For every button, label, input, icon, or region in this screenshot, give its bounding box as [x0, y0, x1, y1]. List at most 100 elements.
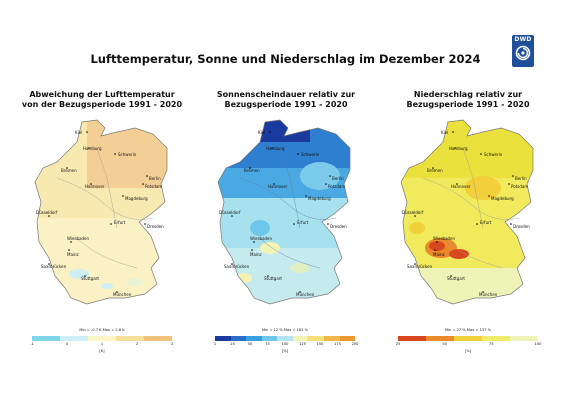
panel-title-line: Bezugsperiode 1991 - 2020	[406, 100, 530, 109]
panel-title-temperature: Abweichung der Lufttemperatur von der Be…	[12, 90, 192, 110]
city-label: Schwerin	[301, 152, 320, 157]
city-label: Hamburg	[266, 146, 285, 151]
legend-tick-label: 1	[100, 342, 104, 346]
city-label: Berlin	[332, 176, 344, 181]
legend-color-swatch	[323, 336, 340, 341]
legend-color-swatch	[426, 336, 454, 341]
city-label: Kiel	[258, 130, 265, 135]
city-label: Dresden	[513, 224, 530, 229]
legend-color-swatch	[482, 336, 510, 341]
legend-ticks: -1 0 1 2 3	[30, 342, 174, 348]
legend-ticks: 1 25 50 75 100 125 150 175 200	[213, 342, 359, 348]
swirl-icon	[515, 45, 531, 61]
legend-color-swatch	[277, 336, 293, 341]
legend-color-swatch	[339, 336, 356, 341]
legend-color-swatch	[88, 336, 116, 341]
legend-color-swatch	[215, 336, 231, 341]
panel-title-sunshine: Sonnenscheindauer relativ zur Bezugsperi…	[196, 90, 376, 110]
city-label: Bremen	[244, 168, 260, 173]
legend-tick-label: 3	[170, 342, 174, 346]
city-label: Potsdam	[328, 184, 345, 189]
page-title: Lufttemperatur, Sonne und Niederschlag i…	[90, 52, 481, 66]
legend-tick-label: 50	[442, 342, 447, 346]
city-label: Kiel	[75, 130, 82, 135]
city-label: Bremen	[61, 168, 77, 173]
legend-tick-label: -1	[30, 342, 34, 346]
city-label: Wiesbaden	[250, 236, 273, 241]
legend-unit: [%]	[464, 349, 472, 353]
city-label: Stuttgart	[81, 276, 99, 281]
legend-color-swatch	[230, 336, 247, 341]
city-label: Hamburg	[83, 146, 102, 151]
legend-color-swatch	[454, 336, 482, 341]
city-label: Hannover	[268, 184, 288, 189]
legend-tick-label: 50	[247, 342, 253, 346]
city-label: Berlin	[149, 176, 161, 181]
legend-ticks: 25 50 75 100	[395, 342, 542, 348]
legend-color-swatch	[510, 336, 538, 341]
city-label: Schwerin	[118, 152, 137, 157]
panel-title-line: von der Bezugsperiode 1991 - 2020	[21, 100, 183, 109]
city-label: Düsseldorf	[36, 210, 58, 215]
city-label: München	[296, 292, 315, 297]
legend-color-swatch	[308, 336, 324, 341]
legend-colorbar	[215, 336, 356, 341]
city-label: Kiel	[441, 130, 448, 135]
city-label: Düsseldorf	[219, 210, 241, 215]
city-label: Erfurt	[480, 220, 492, 225]
legend-tick-label: 100	[534, 342, 542, 346]
legend-minmax: Min = 27 % Max = 137 %	[444, 328, 492, 332]
city-label: Erfurt	[114, 220, 126, 225]
panel-title-line: Bezugsperiode 1991 - 2020	[224, 100, 348, 109]
city-label: Hannover	[451, 184, 471, 189]
city-label: München	[479, 292, 498, 297]
legend-tick-label: 100	[281, 342, 289, 346]
city-label: Düsseldorf	[402, 210, 424, 215]
panel-title-line: Abweichung der Lufttemperatur	[29, 90, 175, 99]
panel-title-line: Niederschlag relativ zur	[413, 90, 523, 99]
legend-tick-label: 75	[265, 342, 270, 346]
legend-colorbar	[32, 336, 172, 341]
legend-tick-label: 150	[316, 342, 324, 346]
legend-color-swatch	[261, 336, 278, 341]
legend-tick-label: 2	[135, 342, 139, 346]
city-label: Stuttgart	[447, 276, 465, 281]
legend-tick-label: 1	[213, 342, 217, 346]
panel-title-precipitation: Niederschlag relativ zur Bezugsperiode 1…	[378, 90, 558, 110]
map-precipitation: Kiel Hamburg Schwerin Bremen Hannover Be…	[400, 119, 534, 305]
city-label: Wiesbaden	[67, 236, 90, 241]
city-label: Saarbrücken	[407, 264, 433, 269]
city-label: Schwerin	[484, 152, 503, 157]
city-label: Stuttgart	[264, 276, 282, 281]
city-label: Mainz	[433, 252, 445, 257]
legend-tick-label: 125	[299, 342, 306, 346]
city-label: Dresden	[147, 224, 164, 229]
legend-minmax: Min = -0.7 K Max = 2.8 K	[79, 328, 125, 332]
city-label: Erfurt	[297, 220, 309, 225]
city-label: Hamburg	[449, 146, 468, 151]
legend-minmax: Min = 12 % Max = 182 %	[261, 328, 309, 332]
legend-color-swatch	[116, 336, 144, 341]
legend-tick-label: 200	[351, 342, 359, 346]
legend-unit: [%]	[281, 349, 289, 353]
city-label: Saarbrücken	[41, 264, 67, 269]
legend-color-swatch	[60, 336, 88, 341]
city-label: Hannover	[85, 184, 105, 189]
logo-text: DWD	[514, 36, 532, 43]
legend-color-swatch	[246, 336, 262, 341]
city-label: Mainz	[67, 252, 79, 257]
legend-tick-label: 25	[395, 342, 401, 346]
city-label: Mainz	[250, 252, 262, 257]
city-label: Dresden	[330, 224, 347, 229]
legend-tick-label: 175	[334, 342, 341, 346]
legend-color-swatch	[144, 336, 172, 341]
legend-color-swatch	[32, 336, 60, 341]
city-label: Saarbrücken	[224, 264, 250, 269]
city-label: München	[113, 292, 132, 297]
city-label: Berlin	[515, 176, 527, 181]
city-label: Potsdam	[145, 184, 162, 189]
legend-tick-label: 25	[230, 342, 235, 346]
legend-color-swatch	[292, 336, 309, 341]
legend-unit: [K]	[99, 349, 105, 353]
legend-color-swatch	[398, 336, 426, 341]
